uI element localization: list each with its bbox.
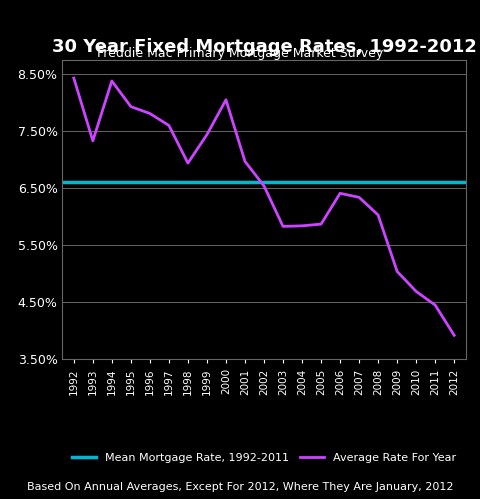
Title: 30 Year Fixed Mortgage Rates, 1992-2012: 30 Year Fixed Mortgage Rates, 1992-2012	[51, 37, 477, 55]
Text: Freddie Mac Primary Mortgage Market Survey: Freddie Mac Primary Mortgage Market Surv…	[97, 47, 383, 60]
Legend: Mean Mortgage Rate, 1992-2011, Average Rate For Year: Mean Mortgage Rate, 1992-2011, Average R…	[67, 448, 461, 468]
Text: Based On Annual Averages, Except For 2012, Where They Are January, 2012: Based On Annual Averages, Except For 201…	[27, 482, 453, 492]
